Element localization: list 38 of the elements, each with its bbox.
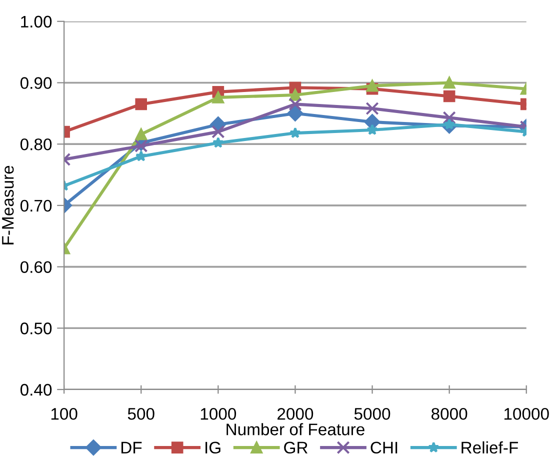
- y-tick-label: 1.00: [21, 16, 52, 28]
- y-tick-label: 0.40: [20, 384, 52, 396]
- legend-label: Relief-F: [462, 441, 518, 454]
- legend-label: DF: [121, 442, 142, 454]
- point: [135, 150, 147, 162]
- y-tick-label: 0.60: [20, 261, 52, 273]
- x-axis-title: Number of Feature: [226, 423, 364, 436]
- point: [135, 128, 148, 140]
- y-axis-title: F-Measure: [2, 166, 14, 244]
- point: [288, 98, 302, 111]
- y-tick-label: 0.50: [20, 322, 52, 334]
- x-tick-label: 2000: [278, 408, 314, 420]
- point: [442, 111, 456, 124]
- point: [135, 98, 148, 110]
- point: [289, 89, 302, 101]
- x-tick-label: 500: [128, 408, 154, 420]
- y-tick-label: 0.80: [20, 138, 52, 150]
- point: [290, 127, 301, 138]
- point: [443, 76, 456, 89]
- x-tick-label: 10000: [504, 408, 549, 420]
- legend-label: GR: [284, 442, 308, 454]
- point: [443, 90, 456, 102]
- legend-label: CHI: [370, 442, 398, 454]
- x-tick-label: 8000: [432, 408, 468, 420]
- point: [134, 139, 148, 153]
- legend-label: IG: [206, 442, 220, 454]
- point: [212, 136, 224, 148]
- y-tick-label: 0.70: [20, 200, 52, 212]
- point: [212, 92, 224, 104]
- point: [366, 80, 378, 92]
- x-tick-label: 5000: [354, 408, 390, 420]
- point: [366, 124, 378, 135]
- y-tick-label: 0.90: [20, 77, 52, 89]
- point: [366, 102, 379, 116]
- x-tick-label: 100: [51, 408, 78, 420]
- point: [212, 125, 225, 138]
- x-tick-label: 1000: [200, 408, 236, 420]
- point: [287, 105, 304, 122]
